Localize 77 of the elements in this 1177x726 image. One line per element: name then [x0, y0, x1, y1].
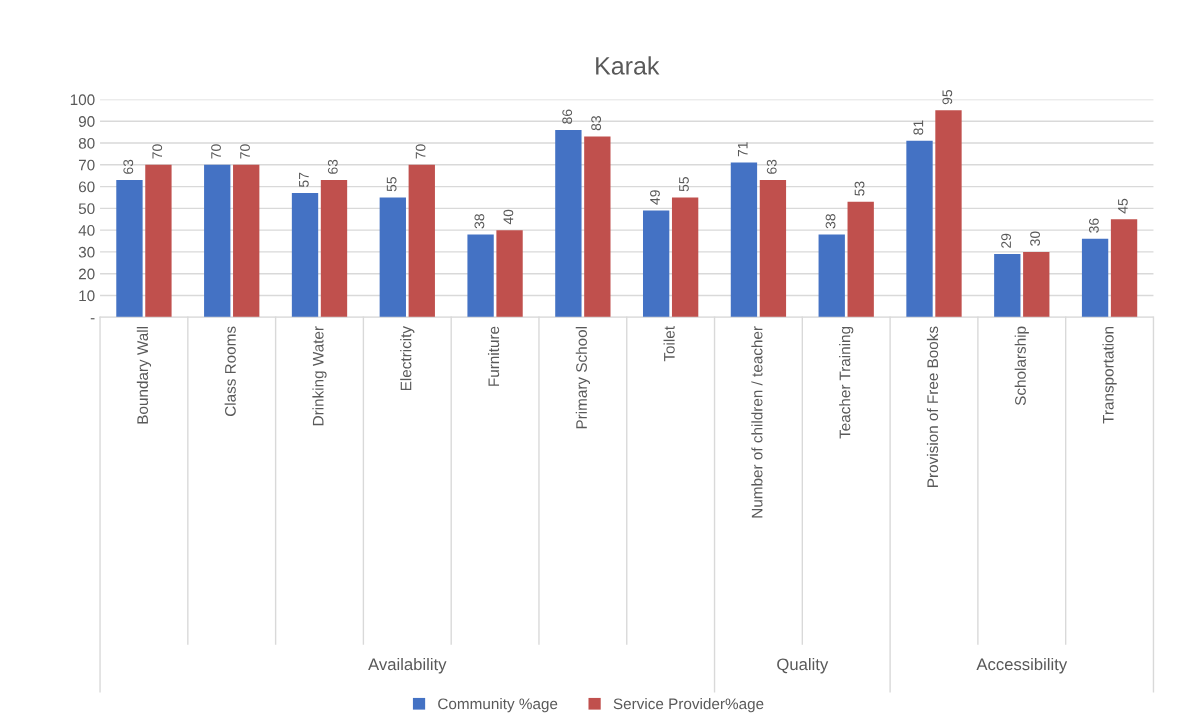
data-label: 70 [415, 144, 426, 159]
bar [730, 162, 758, 318]
bar [1081, 238, 1109, 318]
data-label: 45 [1118, 198, 1128, 214]
bar [116, 180, 143, 318]
x-tick-label: Toilet [663, 326, 675, 362]
y-tick-label: 20 [78, 268, 95, 280]
data-label: 49 [650, 190, 660, 205]
bar [1110, 219, 1138, 318]
bar [847, 201, 874, 318]
y-tick-label: 70 [78, 159, 95, 171]
legend-label: Community %age [438, 698, 558, 713]
bar [759, 180, 787, 318]
bar [320, 180, 348, 318]
data-label: 70 [211, 144, 221, 159]
x-tick-label: Number of children / teacher [751, 326, 763, 518]
bar [642, 210, 670, 318]
x-tick-label: Teacher Training [839, 326, 854, 439]
text: Availability [368, 657, 447, 674]
data-label: 53 [854, 181, 865, 196]
y-tick-label: 50 [78, 203, 95, 215]
data-label: 70 [240, 144, 250, 159]
data-label: 63 [327, 159, 338, 174]
data-label: 95 [942, 89, 953, 105]
data-label: 55 [386, 177, 397, 192]
data-label: 55 [679, 177, 689, 192]
y-tick-label: 30 [78, 246, 95, 258]
bar [671, 197, 699, 318]
y-tick-label: 90 [78, 116, 95, 127]
x-tick-label: Class Rooms [224, 326, 236, 417]
bar [1023, 251, 1050, 318]
bar [584, 136, 611, 318]
data-label: 71 [737, 142, 748, 157]
x-tick-label: Boundary Wall [136, 326, 152, 424]
bar [818, 234, 845, 318]
x-tick-label: Drinking Water [312, 326, 327, 426]
bar [291, 193, 319, 318]
data-label: 63 [766, 159, 777, 174]
y-tick-label: 100 [70, 94, 95, 106]
data-label: 36 [1088, 218, 1099, 233]
bar [906, 140, 933, 318]
bar [555, 129, 582, 318]
x-tick-label: Scholarship [1014, 326, 1029, 406]
data-label: 29 [1001, 233, 1012, 248]
x-tick-label: Furniture [487, 326, 500, 386]
x-tick-label: Transportation [1102, 326, 1117, 424]
data-label: 30 [1030, 231, 1040, 246]
text: Quality [777, 657, 829, 674]
data-label: 83 [591, 116, 602, 131]
bar [204, 164, 231, 318]
bar [994, 254, 1021, 318]
data-label: 63 [123, 159, 134, 174]
x-tick-label: Primary School [575, 326, 590, 429]
bar [496, 230, 523, 318]
x-tick-label: Electricity [400, 326, 415, 391]
bar [145, 164, 172, 318]
bar [408, 164, 435, 318]
y-tick-label: 60 [78, 181, 95, 193]
y-tick-label: 80 [78, 137, 95, 149]
chart-title: Karak [596, 56, 660, 75]
bar [935, 110, 962, 318]
text: Accessibility [976, 657, 1068, 674]
data-label: 81 [913, 120, 924, 135]
data-label: 70 [152, 144, 163, 159]
y-tick-label: 40 [78, 225, 95, 236]
bar [467, 234, 494, 318]
bar [233, 164, 260, 318]
y-tick-label: 10 [79, 290, 95, 302]
data-label: 86 [562, 109, 573, 124]
bar [379, 197, 406, 318]
data-label: 38 [474, 214, 485, 229]
legend-label: Service Provider%age [613, 698, 764, 713]
data-label: 57 [299, 172, 309, 187]
data-label: 38 [825, 214, 836, 229]
data-label: 40 [503, 209, 514, 225]
x-tick-label: Provision of Free Books [926, 326, 939, 487]
y-tick-label: - [90, 318, 95, 320]
